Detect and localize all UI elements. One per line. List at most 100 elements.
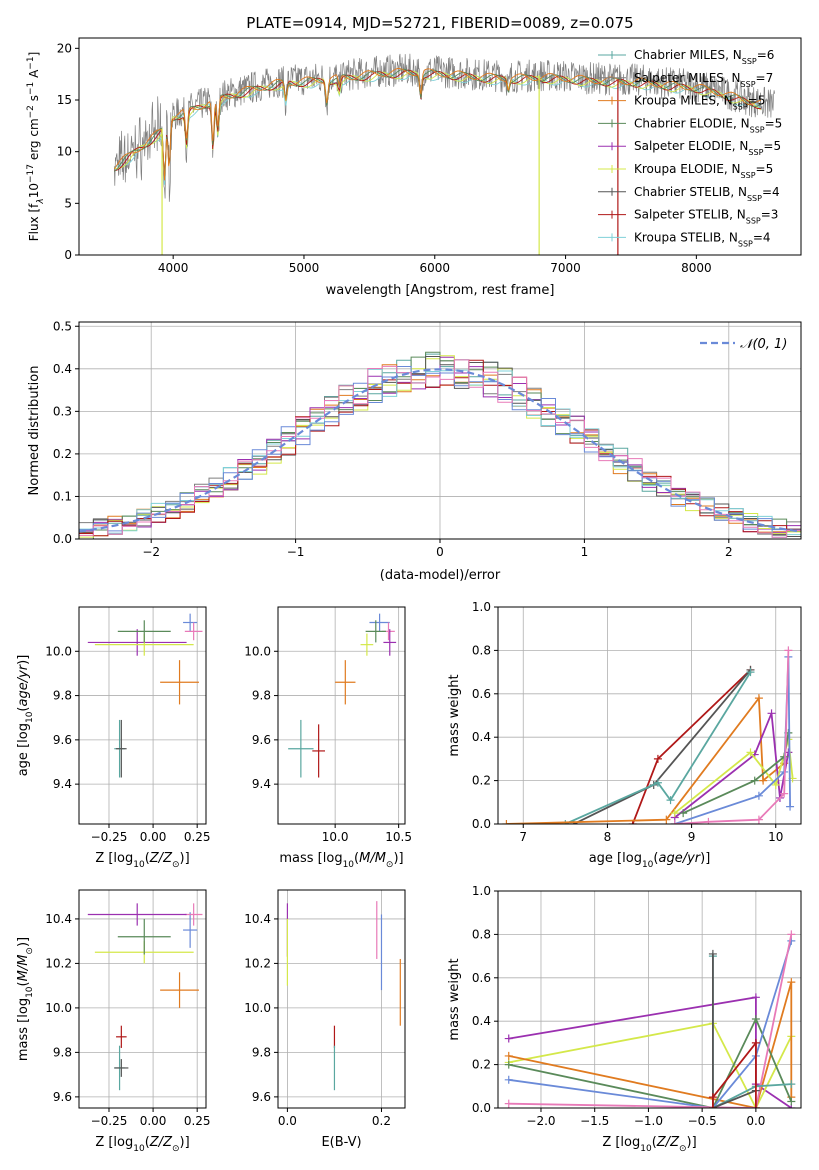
weight-point xyxy=(504,1051,513,1060)
weight-line-chabrier_stelib xyxy=(573,669,752,824)
errorbar-point xyxy=(183,613,198,632)
y-axis-label: Flux [fλ10−17 erg cm−2 s−1 A−1] xyxy=(26,52,46,242)
weight-point xyxy=(787,1097,796,1106)
axes-frame xyxy=(497,606,802,825)
x-tick-label: 0.00 xyxy=(140,830,167,844)
plot-area xyxy=(79,351,801,539)
weight-line-chabrier_miles xyxy=(564,671,752,824)
weight-point xyxy=(502,820,511,824)
x-tick-label: 2 xyxy=(725,545,733,559)
spectrum-model-line-kroupa_miles xyxy=(113,67,762,181)
x-tick-label: 0.00 xyxy=(140,1114,167,1128)
y-tick-label: 10.0 xyxy=(244,1001,271,1015)
y-axis-label: age [log10(age/yr)] xyxy=(16,655,35,777)
y-tick-label: 9.6 xyxy=(53,733,72,747)
y-tick-label: 9.4 xyxy=(53,777,72,791)
histogram-salpeter_elodie xyxy=(79,356,801,534)
z_mass-axes: −0.25 0.00 0.25 9.6 9.8 10.0 10.2 10.4 Z [log10(… xyxy=(16,889,211,1154)
weight-point xyxy=(787,930,796,939)
errorbar-point xyxy=(160,972,199,1008)
weight-point xyxy=(754,815,763,824)
weight-point xyxy=(708,1093,717,1102)
weight-point xyxy=(751,993,760,1002)
weight-point xyxy=(784,646,793,655)
x-axis-label: (data-model)/error xyxy=(380,568,501,583)
weight-line-kroupa_elodie xyxy=(508,1022,793,1108)
legend-entry: Kroupa STELIB, NSSP=4 xyxy=(634,230,771,248)
y-tick-label: 0.4 xyxy=(53,362,72,376)
x-axis-label: Z [log10(Z/Z⊙)] xyxy=(95,851,189,870)
x-axis-label: Z [log10(Z/Z⊙)] xyxy=(95,1135,189,1154)
weight-line-salpeter_stelib xyxy=(712,1040,757,1108)
axes-frame xyxy=(277,889,406,1109)
y-tick-label: 0.2 xyxy=(53,447,72,461)
weight-point xyxy=(751,1104,760,1108)
x-tick-label: 0.0 xyxy=(278,1114,297,1128)
x-tick-label: 7 xyxy=(519,830,527,844)
y-axis-label: Normed distribution xyxy=(27,366,42,496)
y-tick-label: 0.3 xyxy=(53,404,72,418)
y-tick-label: 0.4 xyxy=(472,1014,491,1028)
y-tick-label: 1.0 xyxy=(472,600,491,614)
errorbar-point xyxy=(335,660,356,705)
y-tick-label: 10.0 xyxy=(45,644,72,658)
errorbar-point xyxy=(360,633,374,656)
x-axis-label: wavelength [Angstrom, rest frame] xyxy=(326,283,555,298)
y-axis-label: mass weight xyxy=(447,674,462,756)
plot-area xyxy=(87,613,203,778)
residuals-axes: −2 −1 0 1 2 0.0 0.1 0.2 0.3 0.4 0.5 (data-model)/er… xyxy=(27,319,802,583)
spectrum-model-line-kroupa_stelib xyxy=(114,72,762,185)
y-tick-label: 0.0 xyxy=(472,1101,491,1115)
errorbar-point xyxy=(87,903,187,926)
weight-point xyxy=(561,820,570,824)
y-tick-label: 9.6 xyxy=(252,733,271,747)
plot-area xyxy=(87,903,203,1091)
y-tick-label: 9.8 xyxy=(53,689,72,703)
weight-line-kroupa_miles xyxy=(508,981,793,1108)
x-tick-label: 10.0 xyxy=(322,830,349,844)
z_weight-axes: −2.0 −1.5 −1.0 −0.5 0.0 0.0 0.2 0.4 0.6 0.8 1.0 Z [… xyxy=(447,884,802,1154)
x-axis-label: age [log10(age/yr)] xyxy=(589,851,711,870)
weight-point xyxy=(708,949,717,958)
spectrum-model-line-chabrier_elodie xyxy=(114,68,762,178)
errorbar-point xyxy=(365,620,386,643)
x-tick-label: 6000 xyxy=(419,261,450,275)
y-tick-label: 0.1 xyxy=(53,489,72,503)
x-tick-label: −1 xyxy=(287,545,305,559)
x-tick-label: −1.5 xyxy=(580,1114,609,1128)
x-axis-label: mass [log10(M/M⊙)] xyxy=(279,851,403,870)
weight-line-chabrier_elodie xyxy=(508,1016,793,1108)
x-tick-label: 8 xyxy=(604,830,612,844)
weight-point xyxy=(653,754,662,763)
weight-line-chabrier_stelib xyxy=(712,953,757,1108)
x-tick-label: 7000 xyxy=(550,261,581,275)
y-tick-label: 9.4 xyxy=(252,777,271,791)
weight-point xyxy=(787,978,796,987)
x-tick-label: 10.5 xyxy=(385,830,412,844)
y-tick-label: 0.4 xyxy=(472,730,491,744)
y-tick-label: 0.5 xyxy=(53,319,72,333)
axes-frame xyxy=(497,890,802,1109)
weight-point xyxy=(704,817,713,824)
weight-point xyxy=(759,776,768,785)
y-tick-label: 9.8 xyxy=(53,1045,72,1059)
y-tick-label: 10.4 xyxy=(244,912,271,926)
weight-point xyxy=(751,1038,760,1047)
errorbar-point xyxy=(184,903,203,926)
y-tick-label: 20 xyxy=(57,41,72,55)
legend-entry: Salpeter MILES, NSSP=7 xyxy=(634,71,773,89)
legend-entry: Chabrier STELIB, NSSP=4 xyxy=(634,185,780,203)
x-tick-label: 10 xyxy=(768,830,783,844)
x-tick-label: 1 xyxy=(581,545,589,559)
z_age-axes: −0.25 0.00 0.25 9.4 9.6 9.8 10.0 Z [log10(Z/Z⊙)… xyxy=(16,606,211,870)
weight-point xyxy=(670,820,679,824)
y-tick-label: 10.4 xyxy=(45,912,72,926)
weight-point xyxy=(780,789,789,798)
weight-point xyxy=(504,1099,513,1108)
weight-point xyxy=(754,791,763,800)
weight-point xyxy=(504,1034,513,1043)
y-tick-label: 10.0 xyxy=(45,1001,72,1015)
x-tick-label: −0.25 xyxy=(91,830,128,844)
errorbar-point xyxy=(369,613,390,632)
y-tick-label: 10.2 xyxy=(45,956,72,970)
